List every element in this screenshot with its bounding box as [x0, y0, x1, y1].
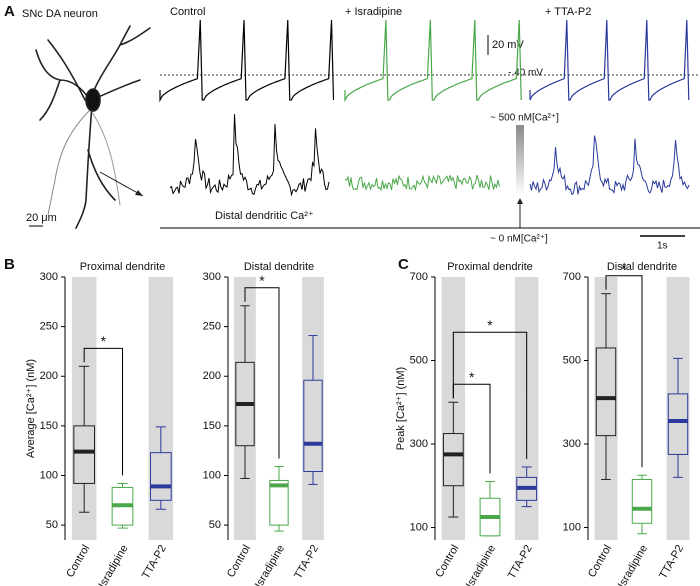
traces: [159, 19, 690, 197]
box: [149, 452, 172, 501]
x-tick-label: Control: [586, 543, 614, 580]
y-tick-label: 100: [40, 469, 58, 481]
y-tick-label: 300: [40, 271, 58, 283]
x-tick-label: TTA-P2: [140, 543, 169, 581]
x-tick-label: TTA-P2: [292, 543, 321, 581]
y-tick-label: 100: [203, 469, 221, 481]
y-tick-label: 300: [410, 438, 428, 450]
y-tick-label: 200: [203, 370, 221, 382]
y-tick-label: 100: [410, 521, 428, 533]
neuron-label: SNc DA neuron: [22, 8, 98, 20]
x-tick-label: Control: [433, 543, 461, 580]
y-tick-label: 500: [563, 354, 581, 366]
box: [73, 425, 96, 484]
condition-label: + TTA-P2: [545, 6, 591, 18]
y-tick-label: 150: [203, 420, 221, 432]
y-tick-label: 300: [203, 271, 221, 283]
x-tick-label: Isradipine: [253, 543, 287, 586]
voltage-trace: [159, 19, 335, 103]
x-tick-label: TTA-P2: [657, 543, 686, 581]
chart-title: Distal dendrite: [244, 261, 314, 273]
significance-label: *: [259, 272, 265, 288]
significance-label: *: [469, 369, 475, 385]
significance-bracket: [452, 331, 528, 459]
box: [667, 393, 689, 455]
voltage-level: - 40 mV: [508, 68, 543, 79]
significance-label: *: [101, 333, 107, 349]
calcium-trace: [169, 114, 330, 197]
panel-label: C: [398, 256, 409, 273]
x-tick-label: TTA-P2: [506, 543, 535, 581]
chart-title: Proximal dendrite: [80, 261, 166, 273]
significance-label: *: [621, 260, 627, 276]
chart-title: Distal dendrite: [607, 261, 677, 273]
neuron-drawing: [35, 25, 151, 229]
box: [595, 347, 617, 437]
voltage-trace: [529, 19, 690, 101]
y-tick-label: 50: [46, 519, 58, 531]
significance-bracket: [244, 287, 280, 459]
time-scale: 1s: [657, 241, 668, 252]
y-tick-label: 200: [40, 370, 58, 382]
panel-label: B: [4, 256, 15, 273]
length-scale: 20 μm: [26, 212, 57, 224]
calcium-trace: [529, 135, 690, 196]
voltage-trace: [344, 19, 522, 103]
x-tick-label: Isradipine: [96, 543, 130, 586]
panel-label: A: [4, 3, 15, 20]
box: [269, 479, 289, 526]
significance-bracket: [605, 275, 643, 468]
significance-bracket: [83, 347, 123, 476]
arrow-head: [135, 190, 143, 196]
box: [631, 478, 653, 524]
condition-label: + Isradipine: [345, 6, 402, 18]
condition-label: Control: [170, 6, 205, 18]
y-tick-label: 250: [203, 321, 221, 333]
ca-low: ~ 0 nM[Ca²⁺]: [490, 234, 548, 245]
x-tick-label: Control: [225, 543, 253, 580]
ca-trace-label: Distal dendritic Ca²⁺: [215, 210, 314, 222]
significance-label: *: [487, 317, 493, 333]
arrow: [99, 171, 144, 197]
box: [303, 379, 323, 473]
y-axis-label: Peak [Ca²⁺] (nM): [395, 367, 407, 450]
box: [442, 433, 464, 487]
y-tick-label: 700: [410, 271, 428, 283]
y-tick-label: 250: [40, 321, 58, 333]
ca-high: ~ 500 nM[Ca²⁺]: [490, 113, 559, 124]
calcium-trace: [344, 174, 500, 192]
y-tick-label: 150: [40, 420, 58, 432]
y-tick-label: 500: [410, 354, 428, 366]
x-tick-label: Control: [64, 543, 92, 580]
chart-title: Proximal dendrite: [447, 261, 533, 273]
ca-arrow-head: [517, 198, 523, 204]
y-axis-label: Average [Ca²⁺] (nM): [25, 359, 37, 458]
y-tick-label: 300: [563, 438, 581, 450]
voltage-scale: 20 mV: [492, 39, 524, 51]
ca-gradient: [516, 125, 524, 195]
y-tick-label: 700: [563, 271, 581, 283]
y-tick-label: 100: [563, 521, 581, 533]
y-tick-label: 50: [209, 519, 221, 531]
x-tick-label: Isradipine: [616, 543, 650, 586]
x-tick-label: Isradipine: [464, 543, 498, 586]
